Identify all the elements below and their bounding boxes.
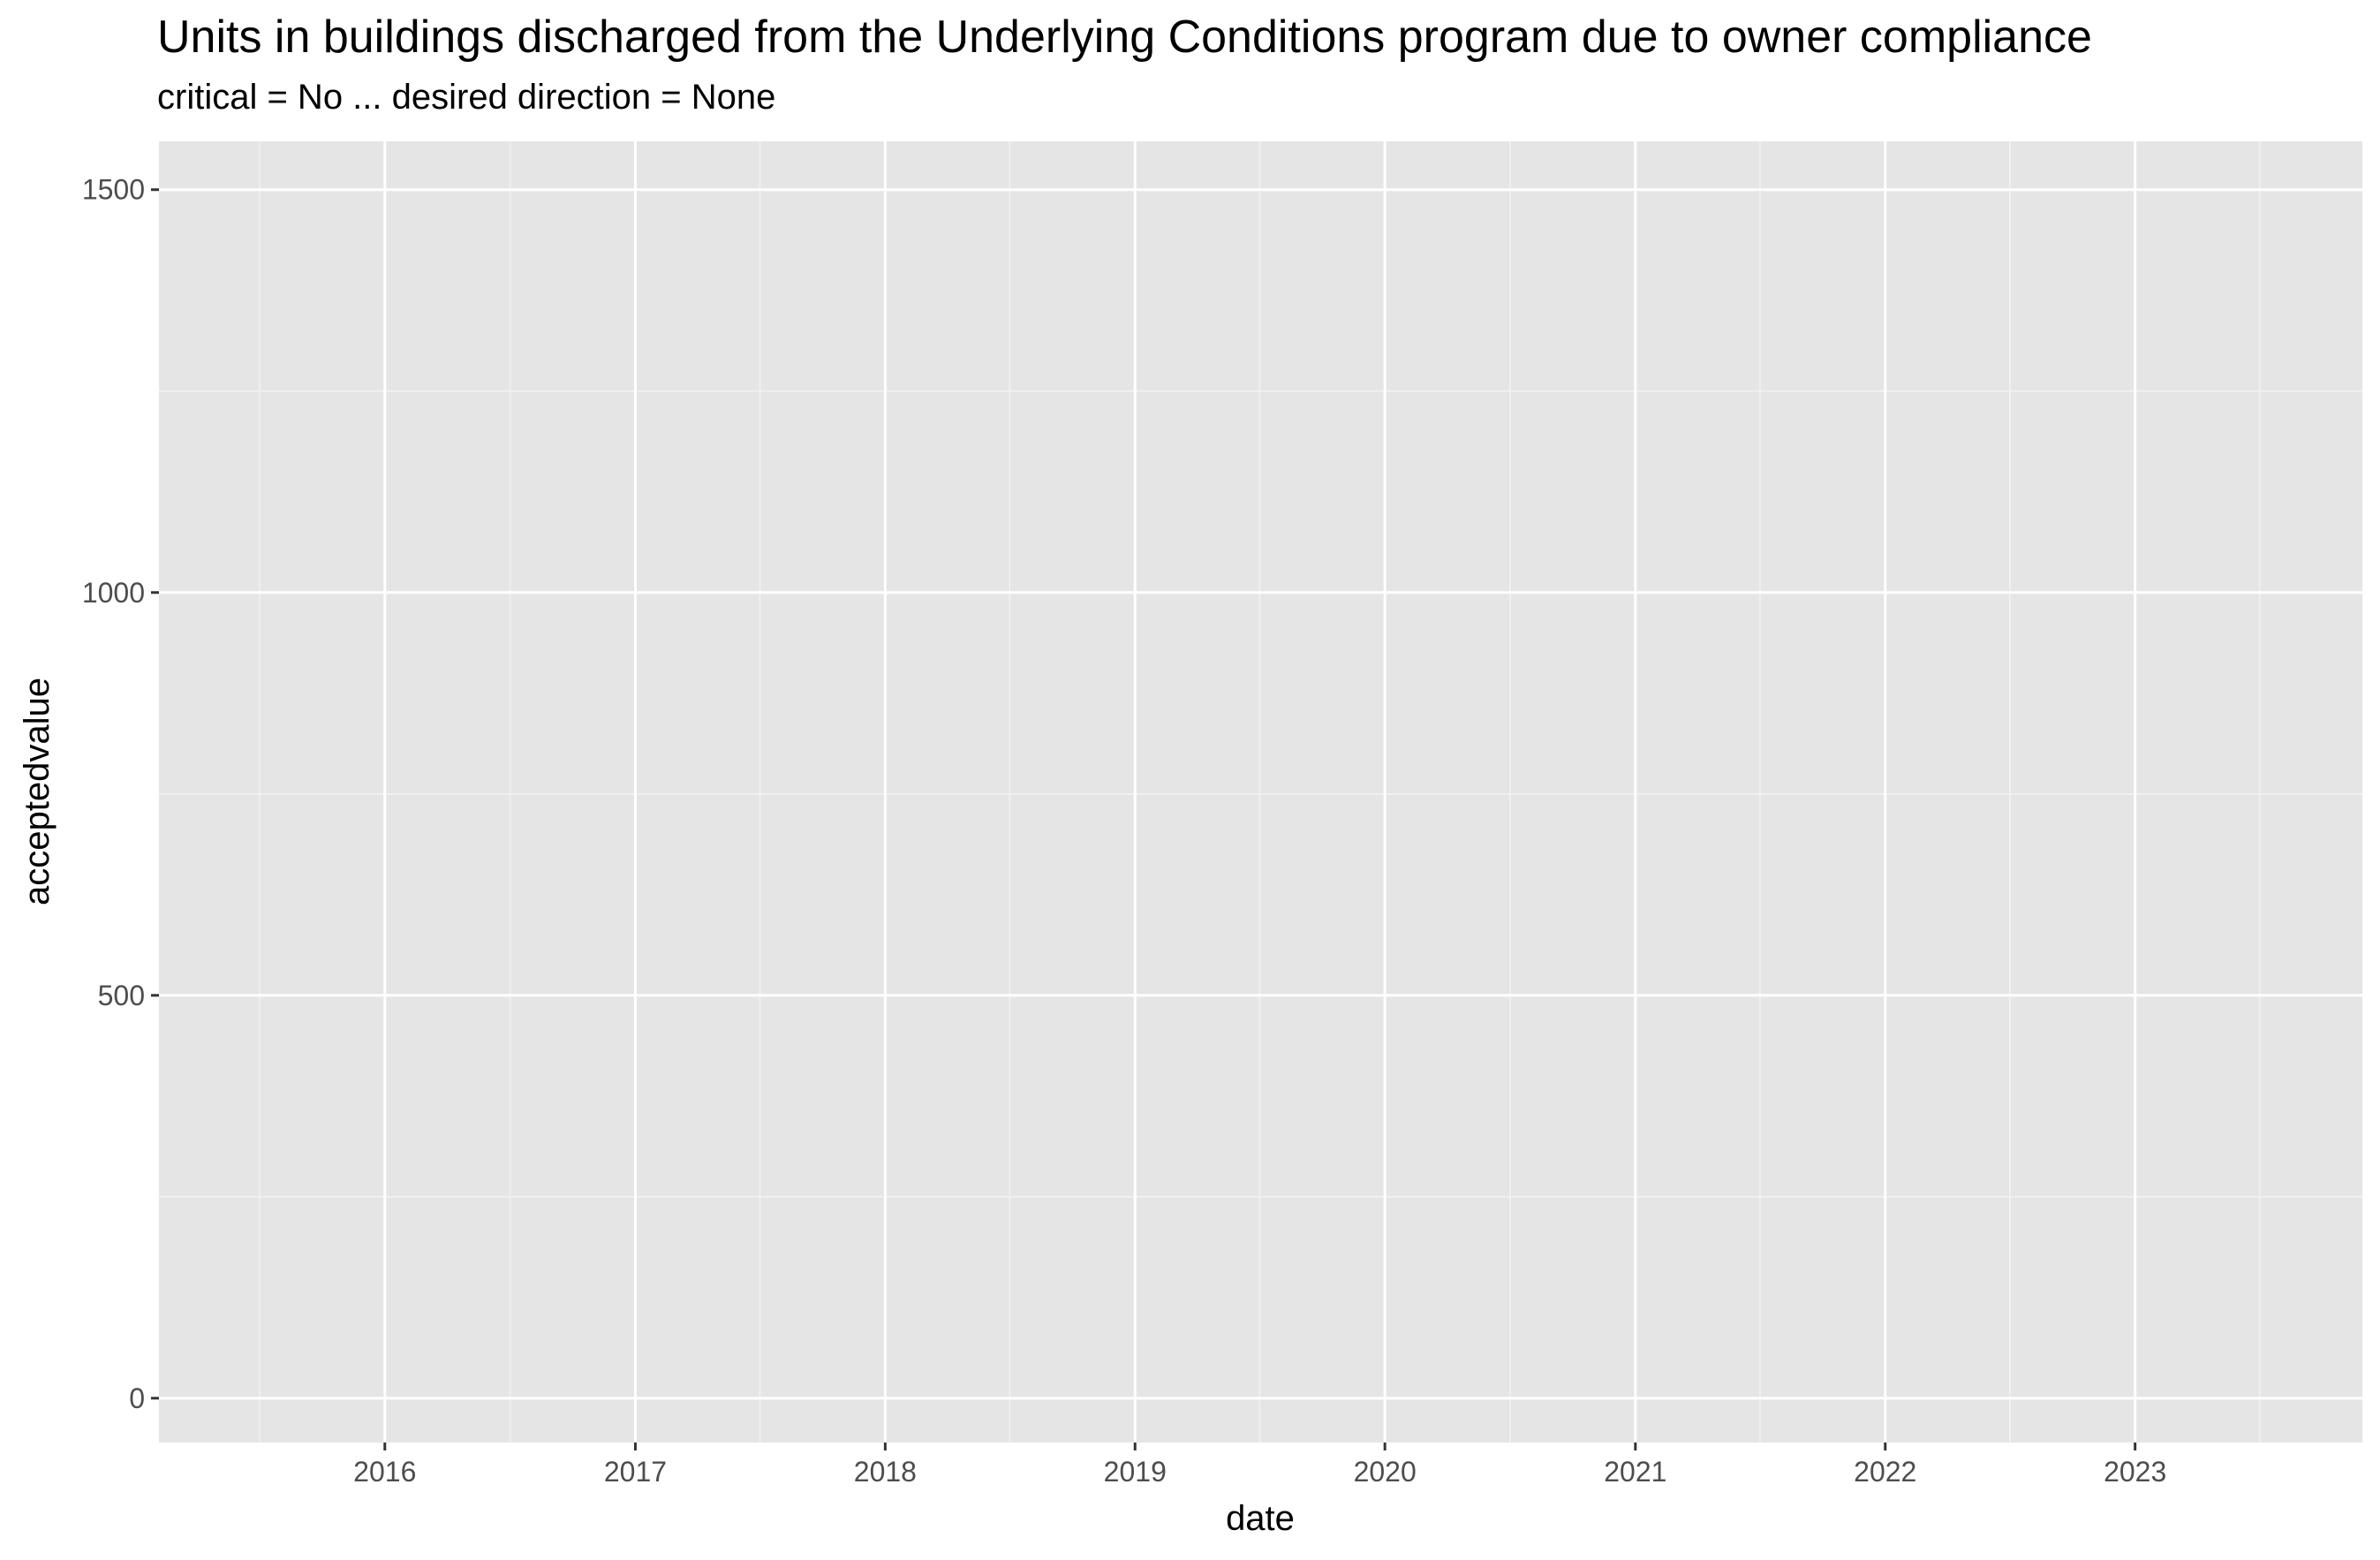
- y-tick-label: 1000: [82, 577, 145, 609]
- x-tick-label: 2018: [854, 1456, 917, 1488]
- x-axis: 2016 2017 2018 2019 2020 2021 2022 2023: [353, 1443, 2166, 1488]
- y-axis-title: acceptedvalue: [18, 678, 57, 905]
- x-tick-label: 2020: [1354, 1456, 1417, 1488]
- y-tick-label: 1500: [82, 174, 145, 206]
- plot-panel: [159, 141, 2362, 1443]
- x-tick-label: 2022: [1854, 1456, 1916, 1488]
- y-tick-label: 500: [98, 980, 145, 1011]
- x-tick-label: 2021: [1604, 1456, 1666, 1488]
- x-tick-label: 2016: [353, 1456, 416, 1488]
- major-grid: [159, 141, 2362, 1443]
- y-tick-label: 0: [129, 1382, 145, 1414]
- x-tick-label: 2017: [604, 1456, 667, 1488]
- x-tick-label: 2019: [1104, 1456, 1167, 1488]
- x-axis-title: date: [1226, 1499, 1295, 1538]
- minor-grid: [159, 141, 2362, 1443]
- chart-title: Units in buildings discharged from the U…: [157, 11, 2092, 63]
- y-axis: 0 500 1000 1500: [82, 174, 159, 1414]
- chart-subtitle: critical = No ... desired direction = No…: [157, 78, 776, 117]
- x-tick-label: 2023: [2104, 1456, 2166, 1488]
